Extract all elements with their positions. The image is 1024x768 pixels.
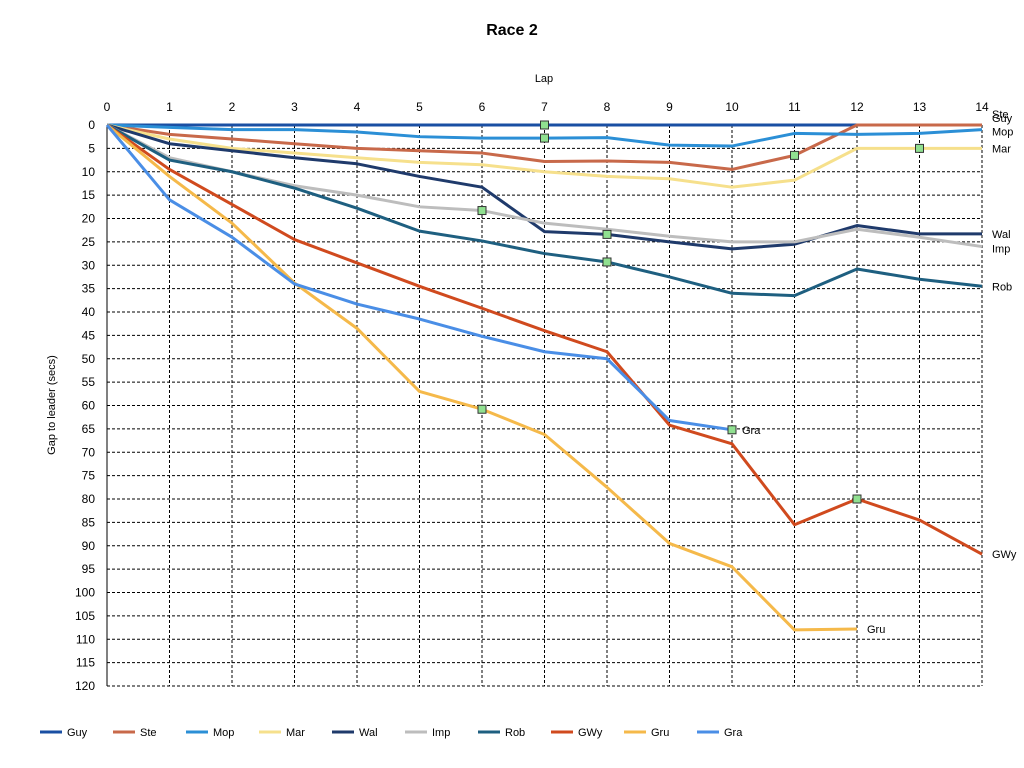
- end-label-gru: Gru: [867, 624, 885, 636]
- end-label-rob: Rob: [992, 281, 1012, 293]
- legend-label: Rob: [505, 727, 525, 739]
- chart-title: Race 2: [486, 22, 538, 39]
- x-tick-label: 12: [850, 100, 864, 114]
- x-tick-label: 11: [788, 100, 801, 114]
- legend: Guy Ste Mop Mar Wal Imp Rob GWy Gru Gra: [40, 727, 743, 739]
- y-tick-label: 0: [88, 118, 95, 132]
- x-tick-label: 9: [666, 100, 673, 114]
- data-marker: [602, 229, 612, 239]
- end-label-gwy: GWy: [992, 549, 1017, 561]
- end-label-wal: Wal: [992, 229, 1011, 241]
- x-tick-label: 8: [604, 100, 611, 114]
- data-marker: [477, 206, 487, 216]
- x-tick-labels: 0 1 2 3 4 5 6 7 8 9 10 11 12 13 14: [104, 100, 989, 114]
- y-tick-label: 60: [82, 399, 96, 413]
- y-tick-label: 70: [82, 445, 96, 459]
- end-label-gra: Gra: [742, 425, 761, 437]
- legend-label: Gra: [724, 727, 743, 739]
- legend-label: Guy: [67, 727, 88, 739]
- y-tick-label: 100: [75, 586, 95, 600]
- series-line-gra: [105, 124, 733, 432]
- data-marker: [727, 425, 737, 435]
- x-tick-label: 0: [104, 100, 111, 114]
- end-label-ste: Ste: [992, 109, 1009, 121]
- y-tick-label: 40: [82, 305, 96, 319]
- legend-label: Mar: [286, 727, 305, 739]
- legend-label: Imp: [432, 727, 450, 739]
- y-tick-label: 25: [82, 235, 96, 249]
- legend-label: Gru: [651, 727, 669, 739]
- y-tick-label: 55: [82, 375, 96, 389]
- legend-label: Ste: [140, 727, 157, 739]
- legend-label: Wal: [359, 727, 378, 739]
- y-tick-label: 105: [75, 609, 95, 623]
- y-tick-label: 15: [82, 188, 96, 202]
- legend-label: Mop: [213, 727, 234, 739]
- data-marker: [602, 257, 612, 267]
- y-tick-label: 65: [82, 422, 96, 436]
- x-tick-label: 2: [229, 100, 236, 114]
- data-marker: [790, 150, 799, 160]
- x-tick-label: 1: [166, 100, 173, 114]
- x-tick-label: 3: [291, 100, 298, 114]
- x-axis-label: Lap: [535, 73, 553, 85]
- y-tick-label: 90: [82, 539, 96, 553]
- series-line-gwy: [106, 123, 983, 556]
- data-markers: [477, 120, 924, 504]
- end-label-mar: Mar: [992, 143, 1011, 155]
- y-tick-label: 45: [82, 328, 96, 342]
- x-tick-label: 14: [975, 100, 989, 114]
- series-line-rob: [106, 123, 983, 298]
- x-tick-label: 6: [479, 100, 486, 114]
- x-tick-label: 5: [416, 100, 423, 114]
- x-tick-label: 7: [541, 100, 548, 114]
- y-tick-label: 20: [82, 212, 96, 226]
- legend-label: GWy: [578, 727, 603, 739]
- y-tick-label: 95: [82, 562, 96, 576]
- y-tick-label: 115: [76, 656, 95, 670]
- end-label-guy: Guy: [992, 113, 1013, 125]
- y-axis-label: Gap to leader (secs): [46, 355, 58, 455]
- data-marker: [852, 494, 862, 504]
- x-tick-label: 13: [913, 100, 927, 114]
- end-label-mop: Mop: [992, 127, 1013, 139]
- y-tick-label: 5: [88, 141, 95, 155]
- data-marker: [540, 133, 549, 143]
- series-line-mar: [106, 123, 982, 189]
- y-tick-label: 110: [76, 632, 95, 646]
- y-tick-label: 85: [82, 515, 96, 529]
- end-label-imp: Imp: [992, 244, 1010, 256]
- data-marker: [915, 143, 924, 153]
- data-marker: [477, 404, 487, 414]
- y-tick-label: 50: [82, 352, 96, 366]
- y-tick-label: 80: [82, 492, 96, 506]
- y-tick-labels: 0 5 10 15 20 25 30 35 40 45 50 55 60 65 70 75 80 85 90 95 10…: [75, 118, 95, 693]
- y-tick-label: 75: [82, 469, 96, 483]
- y-tick-label: 35: [82, 282, 96, 296]
- data-marker: [540, 120, 549, 130]
- x-tick-label: 10: [725, 100, 739, 114]
- y-tick-label: 10: [82, 165, 96, 179]
- series-line-wal: [106, 123, 982, 251]
- y-tick-label: 120: [75, 679, 95, 693]
- x-tick-label: 4: [354, 100, 361, 114]
- y-tick-label: 30: [82, 258, 96, 272]
